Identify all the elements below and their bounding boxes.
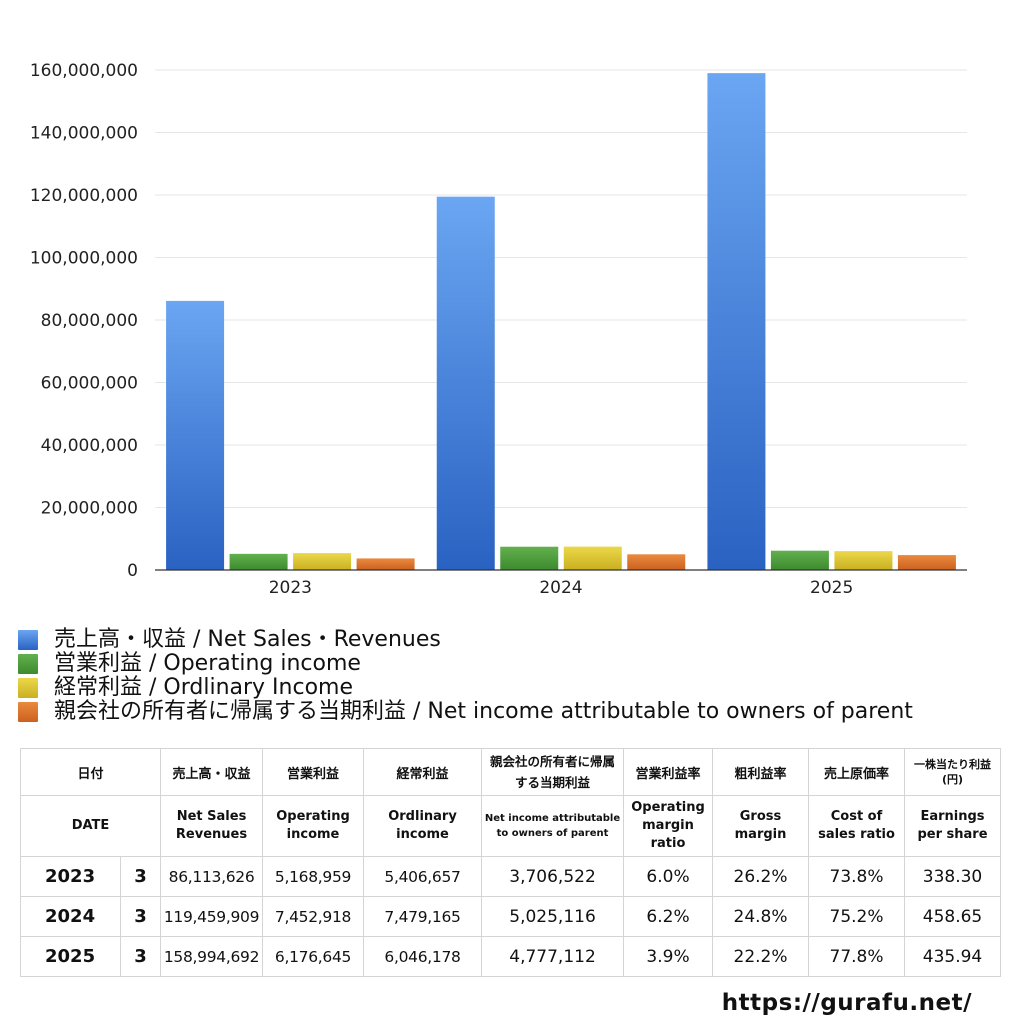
legend-swatch-yellow: [18, 678, 38, 698]
x-tick-label: 2023: [269, 578, 312, 598]
bar-series-2: [834, 551, 893, 570]
x-tick-label: 2024: [539, 578, 582, 598]
header-op-jp: 営業利益: [262, 748, 365, 796]
x-tick-label: 2025: [810, 578, 853, 598]
header-cos-en: Cost of sales ratio: [808, 795, 906, 857]
cell-net: 5,025,116: [481, 896, 625, 937]
cell-sales: 86,113,626: [160, 856, 264, 897]
cell-ord: 6,046,178: [363, 936, 483, 977]
cell-gm: 26.2%: [712, 856, 810, 897]
header-sales-jp: 売上高・収益: [160, 748, 264, 796]
header-eps-en: Earnings per share: [904, 795, 1002, 857]
cell-net: 3,706,522: [481, 856, 625, 897]
legend-item: 親会社の所有者に帰属する当期利益 / Net income attributab…: [18, 700, 913, 724]
chart-legend: 売上高・収益 / Net Sales・Revenues 営業利益 / Opera…: [18, 628, 913, 724]
bar-series-1: [500, 546, 559, 570]
y-tick-label: 140,000,000: [30, 124, 138, 144]
cell-op: 6,176,645: [262, 936, 365, 977]
cell-cos: 73.8%: [808, 856, 906, 897]
cell-op: 5,168,959: [262, 856, 365, 897]
cell-cos: 77.8%: [808, 936, 906, 977]
cell-opm: 3.9%: [623, 936, 714, 977]
bar-series-2: [293, 553, 352, 570]
legend-swatch-green: [18, 654, 38, 674]
header-eps-jp: 一株当たり利益(円): [904, 748, 1002, 796]
bar-series-0: [166, 300, 225, 570]
cell-month: 3: [119, 856, 162, 897]
bar-series-3: [897, 555, 956, 570]
cell-gm: 22.2%: [712, 936, 810, 977]
header-op-en: Operating income: [262, 795, 365, 857]
legend-label: 経常利益 / Ordlinary Income: [54, 675, 353, 700]
legend-swatch-blue: [18, 630, 38, 650]
header-net-en: Net income attributable to owners of par…: [481, 795, 625, 857]
table-header-en: DATE Net Sales Revenues Operating income…: [19, 795, 1002, 857]
y-tick-label: 80,000,000: [41, 311, 138, 331]
legend-label: 営業利益 / Operating income: [54, 651, 361, 676]
cell-year: 2025: [20, 936, 121, 977]
bar-series-1: [770, 550, 829, 570]
table-row: 2025 3 158,994,692 6,176,645 6,046,178 4…: [20, 936, 1002, 977]
table-row: 2024 3 119,459,909 7,452,918 7,479,165 5…: [20, 896, 1002, 937]
header-cos-jp: 売上原価率: [808, 748, 906, 796]
cell-year: 2024: [20, 896, 121, 937]
header-opm-jp: 営業利益率: [623, 748, 714, 796]
y-tick-label: 40,000,000: [41, 436, 138, 456]
cell-cos: 75.2%: [808, 896, 906, 937]
bar-series-3: [627, 554, 686, 570]
y-tick-label: 0: [127, 561, 138, 581]
cell-eps: 435.94: [904, 936, 1002, 977]
header-date-jp: 日付: [19, 748, 162, 796]
cell-sales: 158,994,692: [160, 936, 264, 977]
header-sales-en: Net Sales Revenues: [160, 795, 264, 857]
legend-item: 営業利益 / Operating income: [18, 652, 913, 676]
y-tick-label: 60,000,000: [41, 374, 138, 394]
header-gm-jp: 粗利益率: [712, 748, 810, 796]
bar-series-0: [707, 73, 766, 570]
cell-net: 4,777,112: [481, 936, 625, 977]
y-tick-label: 120,000,000: [30, 186, 138, 206]
bar-chart: 0 20,000,000 40,000,000 60,000,000 80,000,00…: [30, 61, 967, 598]
cell-sales: 119,459,909: [160, 896, 264, 937]
y-tick-label: 20,000,000: [41, 499, 138, 519]
bar-series-2: [563, 546, 622, 570]
cell-eps: 458.65: [904, 896, 1002, 937]
cell-opm: 6.2%: [623, 896, 714, 937]
cell-month: 3: [119, 936, 162, 977]
header-date-en: DATE: [19, 795, 162, 857]
legend-item: 売上高・収益 / Net Sales・Revenues: [18, 628, 913, 652]
y-tick-label: 100,000,000: [30, 249, 138, 269]
cell-ord: 7,479,165: [363, 896, 483, 937]
cell-opm: 6.0%: [623, 856, 714, 897]
legend-label: 売上高・収益 / Net Sales・Revenues: [54, 627, 441, 652]
y-tick-label: 160,000,000: [30, 61, 138, 81]
header-ord-en: Ordlinary income: [363, 795, 483, 857]
header-ord-jp: 経常利益: [363, 748, 483, 796]
bar-series-1: [229, 553, 288, 570]
legend-swatch-orange: [18, 702, 38, 722]
legend-label: 親会社の所有者に帰属する当期利益 / Net income attributab…: [54, 699, 913, 724]
cell-eps: 338.30: [904, 856, 1002, 897]
cell-op: 7,452,918: [262, 896, 365, 937]
legend-item: 経常利益 / Ordlinary Income: [18, 676, 913, 700]
site-url[interactable]: https://gurafu.net/: [721, 990, 972, 1016]
financial-table: 日付 売上高・収益 営業利益 経常利益 親会社の所有者に帰属する当期利益 営業利…: [19, 748, 1002, 977]
header-net-jp: 親会社の所有者に帰属する当期利益: [481, 748, 625, 796]
cell-month: 3: [119, 896, 162, 937]
header-gm-en: Gross margin: [712, 795, 810, 857]
bar-series-0: [436, 196, 495, 570]
header-opm-en: Operating margin ratio: [623, 795, 714, 857]
table-header-jp: 日付 売上高・収益 営業利益 経常利益 親会社の所有者に帰属する当期利益 営業利…: [19, 748, 1002, 796]
bar-series-3: [356, 558, 415, 570]
cell-gm: 24.8%: [712, 896, 810, 937]
cell-ord: 5,406,657: [363, 856, 483, 897]
cell-year: 2023: [20, 856, 121, 897]
table-row: 2023 3 86,113,626 5,168,959 5,406,657 3,…: [20, 856, 1002, 897]
